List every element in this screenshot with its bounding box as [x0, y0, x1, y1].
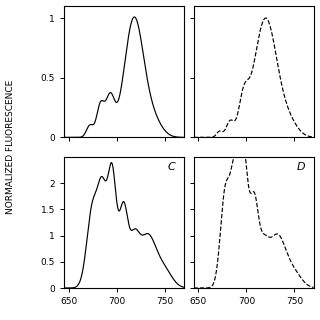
Text: NORMALIZED FLUORESCENCE: NORMALIZED FLUORESCENCE — [6, 80, 15, 214]
Text: D: D — [297, 162, 305, 172]
Text: C: C — [168, 162, 176, 172]
